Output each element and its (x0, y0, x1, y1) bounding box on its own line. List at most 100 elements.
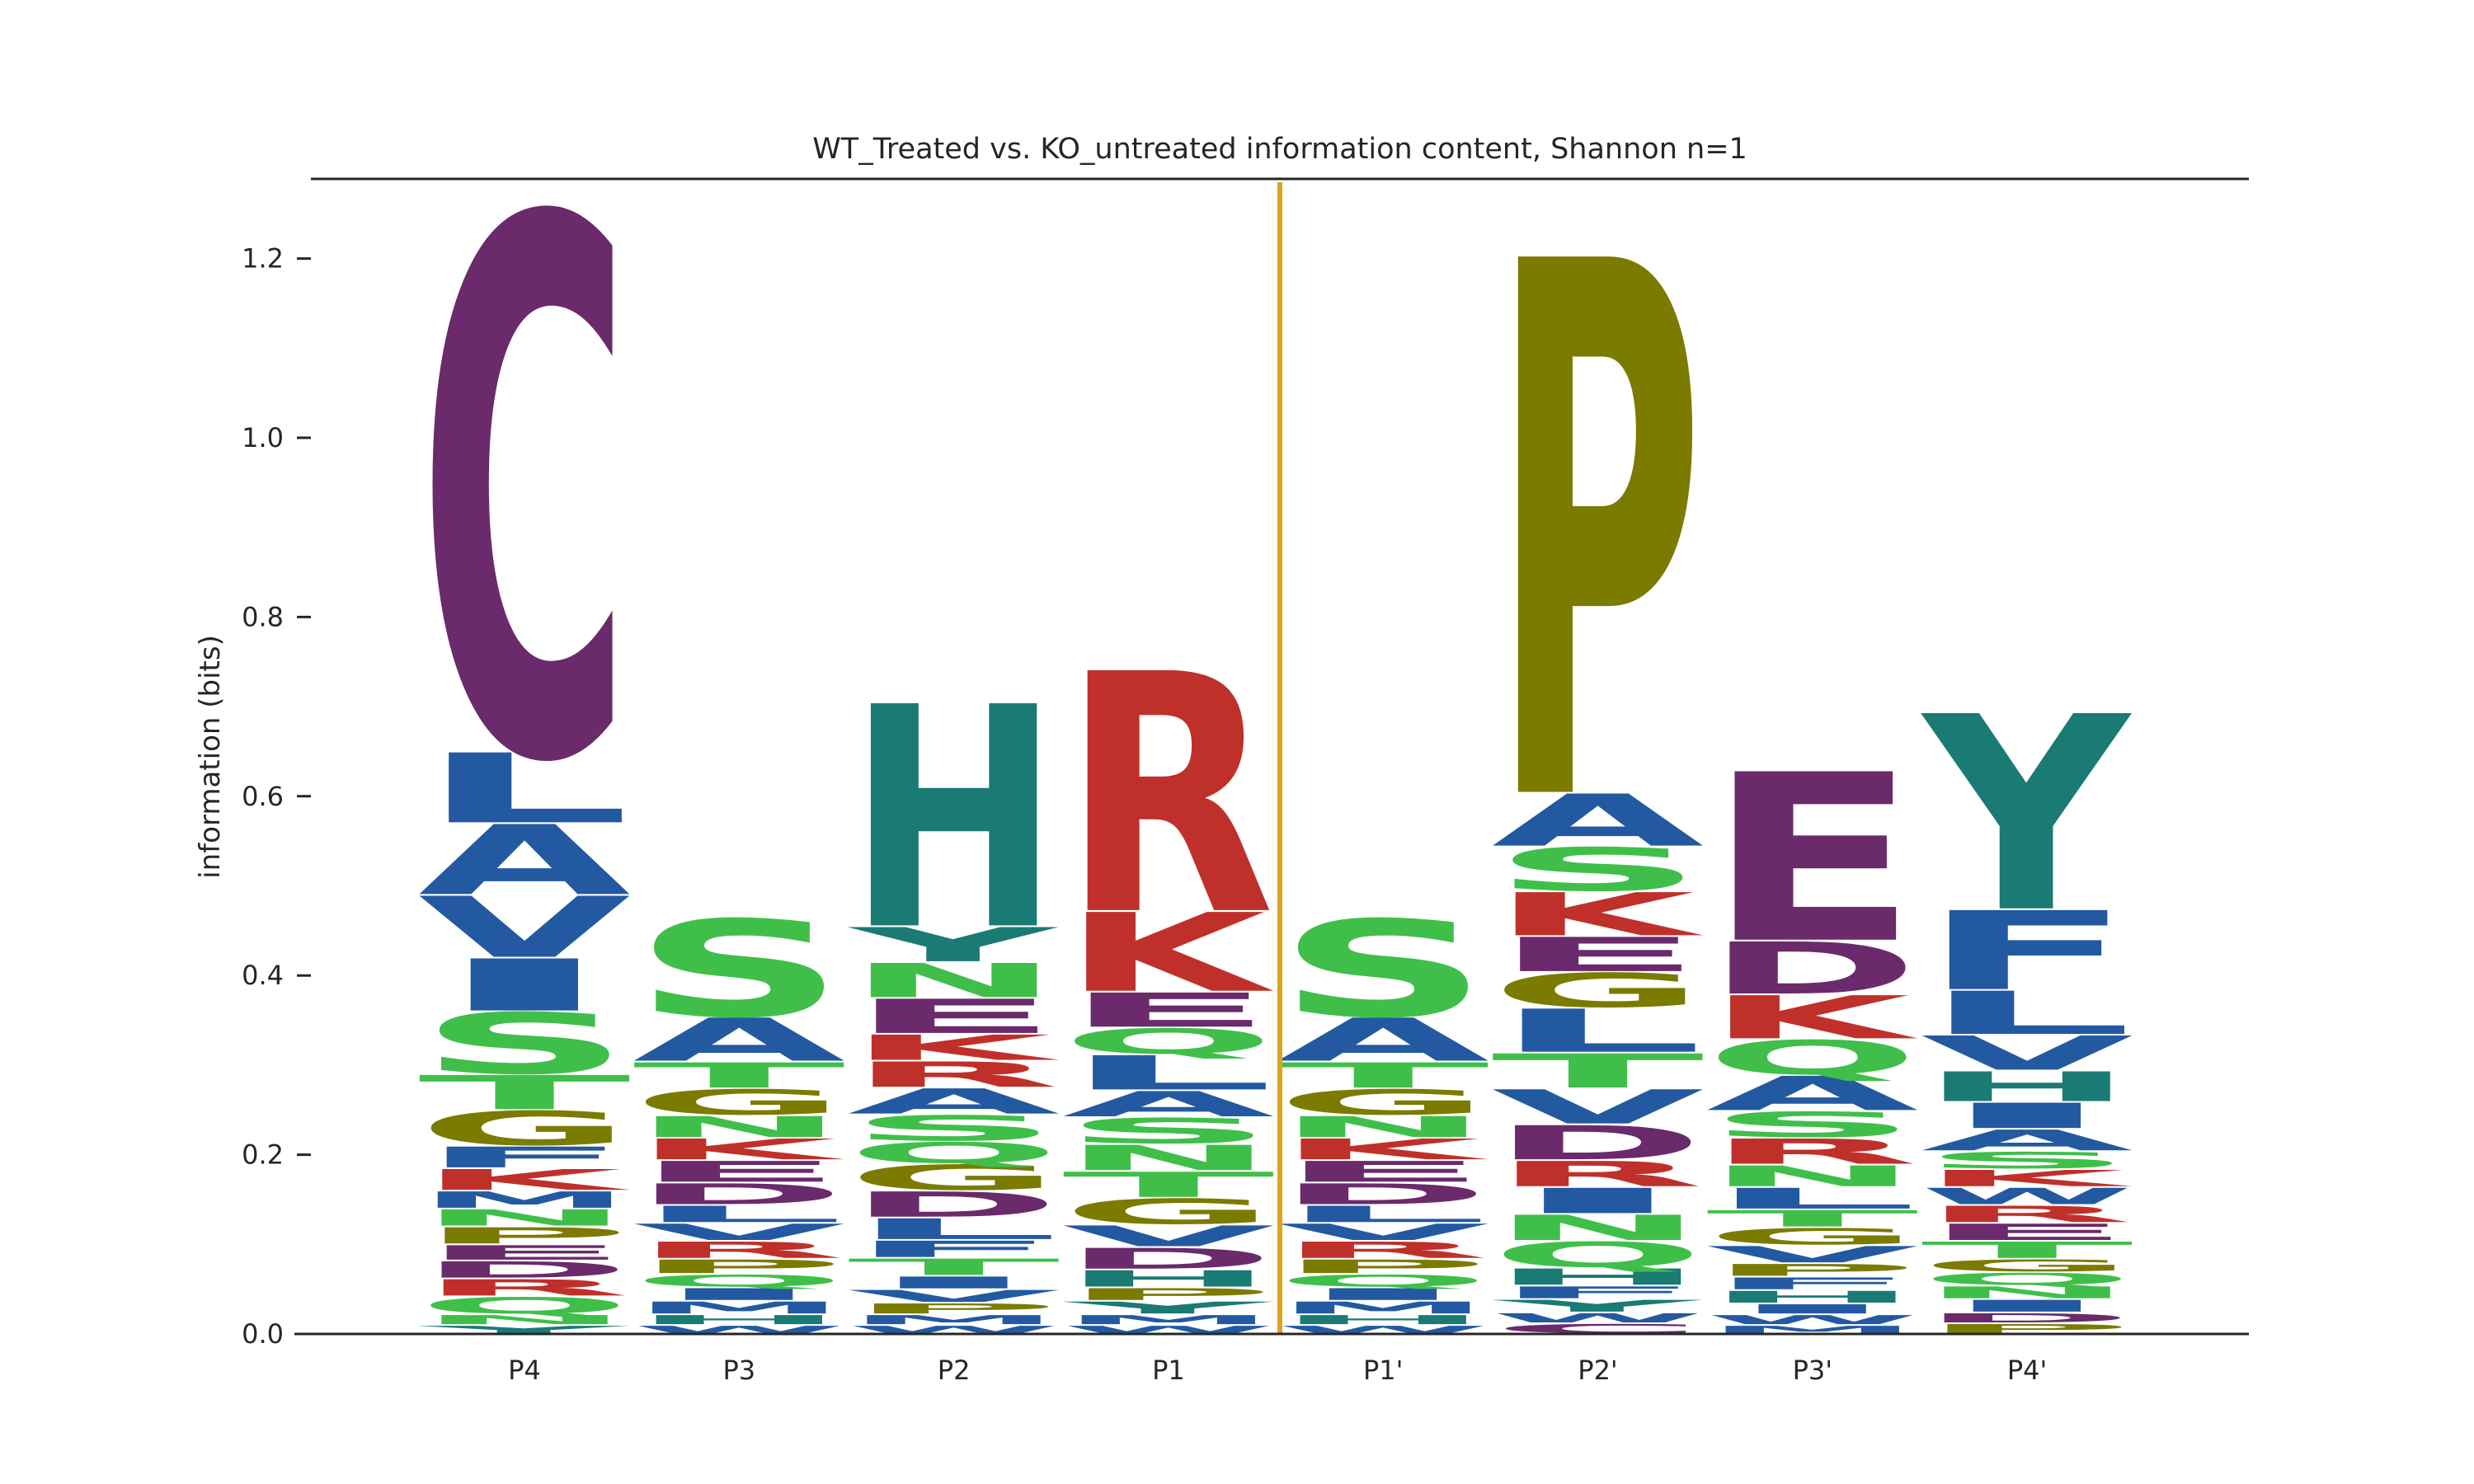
logo-letter: P (633, 1256, 845, 1277)
logo-letter: P (1706, 1261, 1919, 1280)
logo-letter: Q (1277, 1271, 1489, 1290)
x-tick-label: P3' (1793, 1355, 1832, 1386)
x-tick-label: P1' (1363, 1355, 1403, 1386)
logo-letter: F (848, 1237, 1061, 1263)
logo-letter: P (418, 1223, 631, 1249)
logo-letter: H (1062, 1266, 1275, 1292)
logo-letter: G (1062, 1191, 1275, 1232)
logo-letter: E (1492, 928, 1705, 982)
chart-title: WT_Treated vs. KO_untreated information … (812, 133, 1747, 166)
y-tick-label: 1.0 (242, 422, 284, 453)
logo-letter: D (633, 1178, 845, 1211)
logo-letter: R (418, 1275, 631, 1301)
logo-letter: N (1277, 1111, 1489, 1144)
x-tick-label: P2' (1578, 1355, 1617, 1386)
logo-letter: A (633, 1006, 845, 1075)
logo-letter: I (418, 944, 631, 1027)
logo-letter: W (1062, 1324, 1275, 1336)
logo-letter: H (1492, 1264, 1705, 1290)
logo-letter: Y (847, 918, 1059, 972)
logo-letter: I (1492, 1181, 1705, 1221)
logo-letter: V (1921, 1026, 2133, 1081)
logo-letter: H (633, 1313, 845, 1327)
logo-letter: K (1277, 1133, 1489, 1166)
logo-letter: M (418, 1187, 631, 1213)
logo-letter: V (1062, 1220, 1275, 1253)
logo-letter: P (1492, 110, 1705, 965)
logo-letter: G (1277, 1082, 1489, 1123)
y-tick-label: 0.4 (242, 960, 284, 991)
logo-letter: Q (633, 1271, 845, 1290)
logo-letter: D (1062, 1242, 1275, 1275)
logo-letter: N (418, 1205, 631, 1231)
logo-letter: E (633, 1155, 845, 1188)
logo-letter: T (1277, 1055, 1491, 1096)
logo-letter: P (1277, 1256, 1489, 1277)
logo-letter: G (848, 1158, 1061, 1198)
x-tick-label: P3 (722, 1355, 755, 1386)
logo-letter: M (1706, 1324, 1919, 1336)
logo-letter: K (418, 1163, 630, 1196)
y-axis: 0.0 0.2 0.4 0.6 0.8 1.0 1.2 (242, 243, 311, 1350)
logo-letter: S (633, 893, 845, 1047)
logo-letter: A (1277, 1006, 1489, 1075)
logo-letter: V (1706, 1242, 1919, 1267)
logo-letter: S (418, 996, 631, 1093)
x-tick-label: P4' (2007, 1355, 2047, 1386)
logo-letter: P (848, 1301, 1061, 1317)
logo-letter: F (418, 1141, 631, 1174)
y-axis-label: information (bits) (194, 635, 227, 879)
logo-letter: D (1921, 1311, 2133, 1326)
logo-letter: L (418, 734, 631, 845)
logo-letter: M (848, 1313, 1061, 1327)
logo-letter: T (1062, 1165, 1277, 1205)
logo-letter: W (848, 1324, 1061, 1336)
logo-letter: Q (418, 1293, 631, 1319)
logo-letter: E (418, 1242, 631, 1265)
logo-letter: C (1492, 1322, 1705, 1336)
logo-letter: I (1921, 1297, 2133, 1316)
logo-letter: Y (1491, 1297, 1703, 1316)
logo-letter: S (1062, 1111, 1275, 1152)
logo-letter: L (1706, 1182, 1919, 1215)
y-tick-label: 0.6 (242, 781, 284, 812)
logo-letter: A (1062, 1084, 1275, 1125)
logo-letter: Y (417, 1324, 629, 1336)
logo-letter: N (1706, 1160, 1919, 1193)
logo-letter: C (418, 69, 631, 924)
logo-letter: R (1921, 1201, 2133, 1228)
x-tick-label: P2 (938, 1355, 971, 1386)
logo-letter: S (1492, 835, 1705, 904)
logo-letter: A (848, 1082, 1061, 1122)
logo-letter: W (1706, 1313, 1919, 1327)
logo-letter: R (633, 1237, 845, 1264)
logo-letter: E (1921, 1219, 2133, 1246)
logo-letter: T (1921, 1237, 2135, 1263)
logo-letter: E (1706, 726, 1919, 994)
logo-letter: P (1921, 1322, 2133, 1336)
logo-letter: W (1921, 1183, 2133, 1209)
logo-letter: N (1921, 1283, 2133, 1302)
logo-letter: T (633, 1055, 847, 1096)
logo-letter: W (1492, 1311, 1705, 1326)
logo-letter: K (1706, 984, 1918, 1052)
logo-letter: H (1921, 1064, 2133, 1111)
logo-letter: T (848, 1254, 1062, 1280)
y-tick-label: 0.0 (242, 1318, 284, 1350)
logo-letter: L (633, 1201, 845, 1227)
logo-letter: M (1062, 1313, 1275, 1327)
logo-letter: D (1277, 1178, 1489, 1211)
logo-letter: I (1277, 1285, 1489, 1304)
logo-letter: T (1706, 1206, 1921, 1232)
logo-letter: A (1921, 1124, 2133, 1157)
logo-letter: R (1062, 604, 1275, 988)
logo-letter: S (848, 1108, 1061, 1148)
logo-letter: F (1706, 1275, 1919, 1294)
logo-letter: D (848, 1185, 1061, 1225)
x-tick-label: P1 (1152, 1355, 1185, 1386)
